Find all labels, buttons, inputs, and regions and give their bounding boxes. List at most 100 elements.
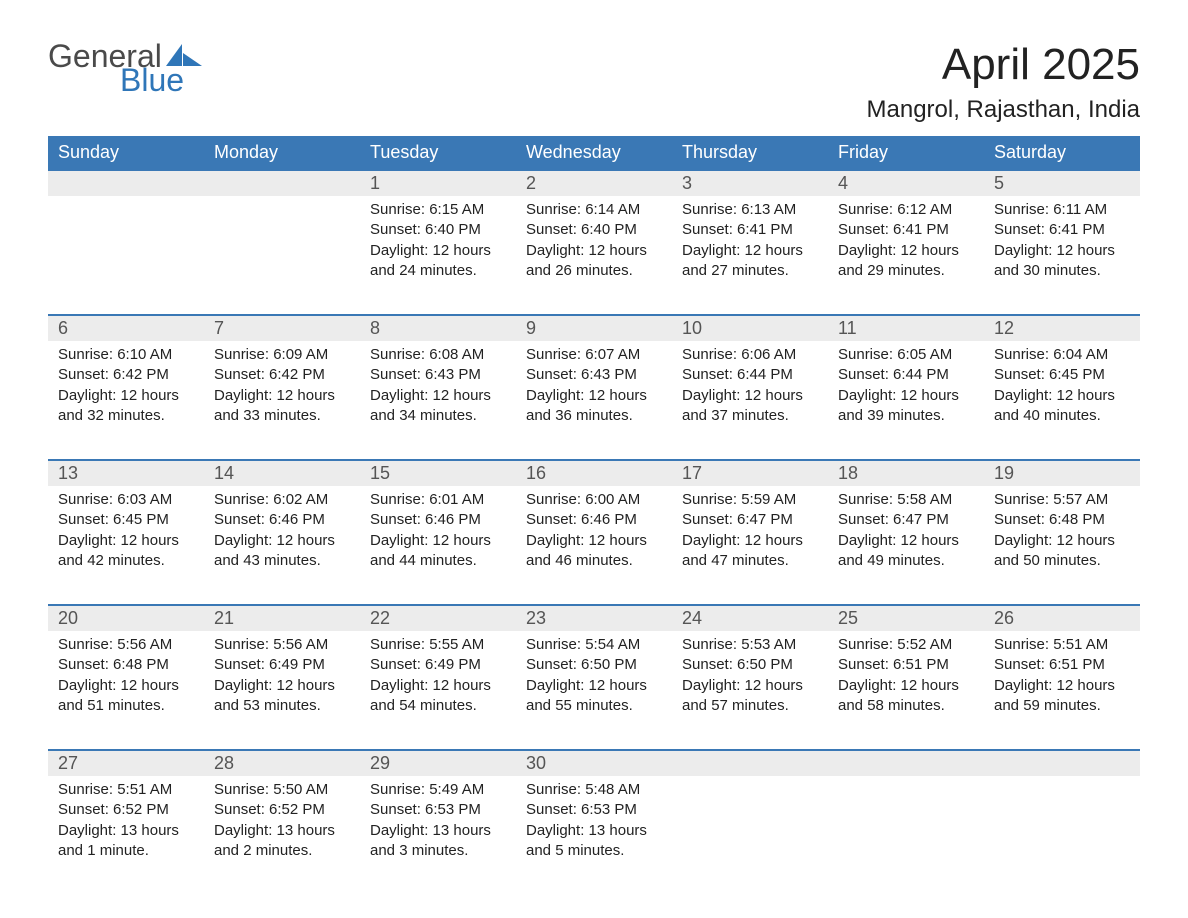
- sunset-text: Sunset: 6:44 PM: [838, 365, 974, 385]
- day-cell: Sunrise: 6:10 AMSunset: 6:42 PMDaylight:…: [48, 341, 204, 441]
- col-tuesday: Tuesday: [360, 136, 516, 169]
- day-cell: Sunrise: 6:15 AMSunset: 6:40 PMDaylight:…: [360, 196, 516, 296]
- sunrise-text: Sunrise: 5:51 AM: [994, 635, 1130, 655]
- sunset-text: Sunset: 6:47 PM: [682, 510, 818, 530]
- sunrise-text: Sunrise: 5:54 AM: [526, 635, 662, 655]
- day-cell: Sunrise: 6:11 AMSunset: 6:41 PMDaylight:…: [984, 196, 1140, 296]
- daylight-text: Daylight: 13 hours and 2 minutes.: [214, 821, 350, 862]
- day-number: 28: [204, 751, 360, 776]
- day-number: 1: [360, 171, 516, 196]
- day-number: 30: [516, 751, 672, 776]
- day-cell: Sunrise: 5:49 AMSunset: 6:53 PMDaylight:…: [360, 776, 516, 876]
- day-cell: Sunrise: 6:09 AMSunset: 6:42 PMDaylight:…: [204, 341, 360, 441]
- col-monday: Monday: [204, 136, 360, 169]
- day-number: 12: [984, 316, 1140, 341]
- day-cell: [48, 196, 204, 296]
- header: General Blue April 2025 Mangrol, Rajasth…: [48, 40, 1140, 124]
- calendar-document: General Blue April 2025 Mangrol, Rajasth…: [0, 0, 1188, 876]
- sunrise-text: Sunrise: 5:56 AM: [214, 635, 350, 655]
- sunset-text: Sunset: 6:52 PM: [58, 800, 194, 820]
- day-cell: Sunrise: 5:51 AMSunset: 6:51 PMDaylight:…: [984, 631, 1140, 731]
- sunrise-text: Sunrise: 5:55 AM: [370, 635, 506, 655]
- sunrise-text: Sunrise: 5:57 AM: [994, 490, 1130, 510]
- daylight-text: Daylight: 12 hours and 34 minutes.: [370, 386, 506, 427]
- day-cell: Sunrise: 6:12 AMSunset: 6:41 PMDaylight:…: [828, 196, 984, 296]
- day-cell: [672, 776, 828, 876]
- day-number: 7: [204, 316, 360, 341]
- day-number: 23: [516, 606, 672, 631]
- calendar-week: 6789101112Sunrise: 6:10 AMSunset: 6:42 P…: [48, 314, 1140, 441]
- sunrise-text: Sunrise: 5:51 AM: [58, 780, 194, 800]
- daylight-text: Daylight: 12 hours and 49 minutes.: [838, 531, 974, 572]
- day-number: 6: [48, 316, 204, 341]
- location-subtitle: Mangrol, Rajasthan, India: [867, 96, 1141, 124]
- day-cell: Sunrise: 5:55 AMSunset: 6:49 PMDaylight:…: [360, 631, 516, 731]
- daylight-text: Daylight: 12 hours and 46 minutes.: [526, 531, 662, 572]
- sunrise-text: Sunrise: 6:03 AM: [58, 490, 194, 510]
- daylight-text: Daylight: 12 hours and 44 minutes.: [370, 531, 506, 572]
- day-number: 10: [672, 316, 828, 341]
- daylight-text: Daylight: 12 hours and 58 minutes.: [838, 676, 974, 717]
- day-cell: [984, 776, 1140, 876]
- sunrise-text: Sunrise: 6:08 AM: [370, 345, 506, 365]
- sunset-text: Sunset: 6:48 PM: [994, 510, 1130, 530]
- sunset-text: Sunset: 6:43 PM: [526, 365, 662, 385]
- day-number: [672, 751, 828, 776]
- day-number: 20: [48, 606, 204, 631]
- daylight-text: Daylight: 12 hours and 32 minutes.: [58, 386, 194, 427]
- sunset-text: Sunset: 6:53 PM: [526, 800, 662, 820]
- day-cell: Sunrise: 5:51 AMSunset: 6:52 PMDaylight:…: [48, 776, 204, 876]
- page-title: April 2025: [867, 40, 1141, 90]
- day-cell: [828, 776, 984, 876]
- sunrise-text: Sunrise: 5:48 AM: [526, 780, 662, 800]
- day-cell: Sunrise: 6:05 AMSunset: 6:44 PMDaylight:…: [828, 341, 984, 441]
- sunrise-text: Sunrise: 6:02 AM: [214, 490, 350, 510]
- day-cell: Sunrise: 6:14 AMSunset: 6:40 PMDaylight:…: [516, 196, 672, 296]
- daylight-text: Daylight: 13 hours and 3 minutes.: [370, 821, 506, 862]
- daylight-text: Daylight: 12 hours and 43 minutes.: [214, 531, 350, 572]
- sunrise-text: Sunrise: 5:50 AM: [214, 780, 350, 800]
- day-number: 24: [672, 606, 828, 631]
- day-number: 11: [828, 316, 984, 341]
- day-number: 27: [48, 751, 204, 776]
- sunset-text: Sunset: 6:51 PM: [994, 655, 1130, 675]
- daylight-text: Daylight: 12 hours and 24 minutes.: [370, 241, 506, 282]
- day-number: 4: [828, 171, 984, 196]
- sunset-text: Sunset: 6:50 PM: [526, 655, 662, 675]
- sunrise-text: Sunrise: 6:00 AM: [526, 490, 662, 510]
- sunrise-text: Sunrise: 6:07 AM: [526, 345, 662, 365]
- sunrise-text: Sunrise: 5:49 AM: [370, 780, 506, 800]
- sunset-text: Sunset: 6:49 PM: [370, 655, 506, 675]
- day-number: 26: [984, 606, 1140, 631]
- day-number: 21: [204, 606, 360, 631]
- day-number: 14: [204, 461, 360, 486]
- day-cell: Sunrise: 5:56 AMSunset: 6:48 PMDaylight:…: [48, 631, 204, 731]
- sunrise-text: Sunrise: 6:01 AM: [370, 490, 506, 510]
- sunset-text: Sunset: 6:46 PM: [526, 510, 662, 530]
- day-number: 17: [672, 461, 828, 486]
- sunset-text: Sunset: 6:41 PM: [994, 220, 1130, 240]
- daylight-text: Daylight: 12 hours and 42 minutes.: [58, 531, 194, 572]
- daylight-text: Daylight: 12 hours and 37 minutes.: [682, 386, 818, 427]
- day-number: [984, 751, 1140, 776]
- col-sunday: Sunday: [48, 136, 204, 169]
- logo-blue-text: Blue: [120, 64, 202, 96]
- sunset-text: Sunset: 6:49 PM: [214, 655, 350, 675]
- day-cell: Sunrise: 5:56 AMSunset: 6:49 PMDaylight:…: [204, 631, 360, 731]
- day-cell: Sunrise: 5:53 AMSunset: 6:50 PMDaylight:…: [672, 631, 828, 731]
- sunrise-text: Sunrise: 5:52 AM: [838, 635, 974, 655]
- sunrise-text: Sunrise: 5:53 AM: [682, 635, 818, 655]
- day-cell: Sunrise: 6:04 AMSunset: 6:45 PMDaylight:…: [984, 341, 1140, 441]
- daylight-text: Daylight: 12 hours and 36 minutes.: [526, 386, 662, 427]
- day-cell: Sunrise: 5:52 AMSunset: 6:51 PMDaylight:…: [828, 631, 984, 731]
- calendar-week: 27282930Sunrise: 5:51 AMSunset: 6:52 PMD…: [48, 749, 1140, 876]
- calendar-week: 20212223242526Sunrise: 5:56 AMSunset: 6:…: [48, 604, 1140, 731]
- day-number: [48, 171, 204, 196]
- sunset-text: Sunset: 6:50 PM: [682, 655, 818, 675]
- sunrise-text: Sunrise: 6:12 AM: [838, 200, 974, 220]
- day-number: [828, 751, 984, 776]
- daylight-text: Daylight: 12 hours and 55 minutes.: [526, 676, 662, 717]
- day-cell: Sunrise: 5:54 AMSunset: 6:50 PMDaylight:…: [516, 631, 672, 731]
- daylight-text: Daylight: 12 hours and 51 minutes.: [58, 676, 194, 717]
- sunset-text: Sunset: 6:52 PM: [214, 800, 350, 820]
